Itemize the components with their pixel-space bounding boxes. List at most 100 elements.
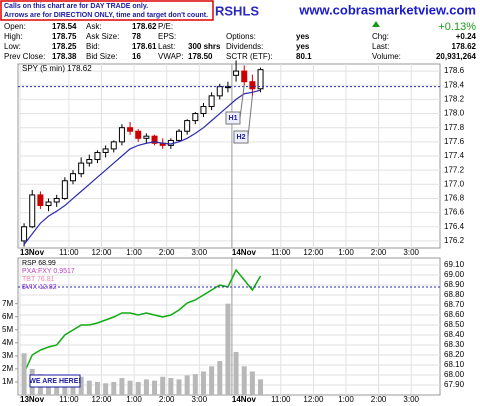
x-tick-label: 13Nov bbox=[20, 395, 45, 404]
candle-body bbox=[78, 162, 85, 175]
y-tick-label: 178.6 bbox=[444, 66, 465, 75]
candle-body bbox=[110, 141, 117, 150]
quote-label: Ask: bbox=[86, 22, 102, 31]
volume-bar bbox=[103, 383, 109, 395]
candle-body bbox=[257, 69, 264, 90]
x-tick-label: 12:00 bbox=[303, 248, 324, 257]
quote-label: Dividends: bbox=[226, 42, 263, 51]
candle-body bbox=[53, 197, 60, 203]
y2-tick-label: 68.10 bbox=[444, 360, 465, 369]
y-tick-label: 6M bbox=[2, 312, 13, 321]
candle-body bbox=[233, 70, 240, 76]
y2-tick-label: 68.60 bbox=[444, 310, 465, 319]
volume-bar bbox=[94, 381, 100, 395]
x-tick-label: 3:00 bbox=[192, 248, 208, 257]
y-tick-label: 3M bbox=[2, 351, 13, 360]
annotation: WE ARE HERE! bbox=[29, 378, 80, 385]
x-tick-label: 2:00 bbox=[159, 395, 175, 404]
x-tick-label: 1:00 bbox=[126, 248, 142, 257]
y2-tick-label: 68.80 bbox=[444, 290, 465, 299]
volume-bar bbox=[241, 366, 247, 395]
x-tick-label: 14Nov bbox=[232, 395, 257, 404]
y-tick-label: 178.2 bbox=[444, 94, 465, 103]
volume-bar bbox=[192, 374, 198, 395]
x-tick-label: 3:00 bbox=[192, 395, 208, 404]
quote-value: 78 bbox=[132, 32, 141, 41]
x-tick-label: 14Nov bbox=[232, 248, 257, 257]
y-tick-label: 176.8 bbox=[444, 194, 465, 203]
y-tick-label: 176.2 bbox=[444, 236, 465, 245]
y-tick-label: 5M bbox=[2, 325, 13, 334]
quote-value: 178.61 bbox=[132, 42, 157, 51]
candle-body bbox=[200, 105, 207, 115]
quote-label: SCTR (ETF): bbox=[226, 52, 273, 61]
annotation: H1 bbox=[229, 115, 238, 122]
legend: $VIX 12.82 bbox=[22, 284, 57, 291]
candle-body bbox=[208, 95, 215, 107]
quote-label: Last: bbox=[158, 42, 175, 51]
x-tick-label: 3:00 bbox=[403, 395, 419, 404]
y2-tick-label: 69.10 bbox=[444, 260, 465, 269]
volume-bar bbox=[225, 303, 231, 395]
volume-bar bbox=[143, 379, 149, 395]
change-pct: +0.13% bbox=[438, 21, 476, 33]
y2-tick-label: 68.30 bbox=[444, 340, 465, 349]
quote-value: 178.25 bbox=[52, 42, 77, 51]
y2-tick-label: 68.40 bbox=[444, 330, 465, 339]
candle-body bbox=[118, 127, 125, 143]
volume-bar bbox=[258, 379, 264, 395]
volume-bar bbox=[217, 361, 223, 395]
quote-label: Low: bbox=[4, 42, 21, 51]
moving-average bbox=[23, 89, 261, 245]
quote-value: yes bbox=[296, 42, 310, 51]
quote-label: VWAP: bbox=[158, 52, 183, 61]
quote-label: Chg: bbox=[372, 32, 389, 41]
y-tick-label: 2M bbox=[2, 364, 13, 373]
annotation-pointer bbox=[239, 85, 245, 119]
x-tick-label: 11:00 bbox=[59, 395, 79, 404]
volume-bar bbox=[86, 380, 92, 395]
site: www.cobrasmarketview.com bbox=[298, 2, 476, 17]
x-tick-label: 11:00 bbox=[271, 395, 291, 404]
quote-value: 178.54 bbox=[52, 22, 77, 31]
x-tick-label: 1:00 bbox=[338, 395, 354, 404]
quote-value: 300 shrs bbox=[188, 42, 221, 51]
y2-tick-label: 67.90 bbox=[444, 380, 465, 389]
quote-value: 20,931,264 bbox=[436, 52, 477, 61]
quote-label: Bid: bbox=[86, 42, 100, 51]
candle-body bbox=[45, 201, 52, 207]
candle-body bbox=[29, 194, 36, 228]
quote-label: Volume: bbox=[372, 52, 401, 61]
candle-body bbox=[86, 159, 93, 164]
y-tick-label: 177.8 bbox=[444, 123, 465, 132]
volume-bar bbox=[249, 371, 255, 395]
quote-label: Bid Size: bbox=[86, 52, 118, 61]
x-tick-label: 2:00 bbox=[159, 248, 175, 257]
volume-bar bbox=[200, 371, 206, 395]
quote-value: 178.38 bbox=[52, 52, 77, 61]
notice-line: Arrows are for DIRECTION ONLY, time and … bbox=[4, 12, 208, 19]
y-tick-label: 4M bbox=[2, 338, 13, 347]
legend: RSP 68.99 bbox=[22, 260, 56, 267]
quote-label: EPS: bbox=[158, 32, 176, 41]
volume-bar bbox=[168, 378, 174, 395]
volume-bar bbox=[78, 376, 84, 395]
y2-tick-label: 68.70 bbox=[444, 300, 465, 309]
y-tick-label: 178.4 bbox=[444, 80, 465, 89]
volume-bar bbox=[111, 381, 117, 395]
x-tick-label: 12:00 bbox=[91, 248, 112, 257]
candle-body bbox=[61, 180, 68, 199]
volume-bar bbox=[152, 380, 158, 395]
y-tick-label: 177.0 bbox=[444, 179, 465, 188]
annotation-pointer bbox=[247, 95, 253, 138]
volume-bar bbox=[176, 379, 182, 395]
x-tick-label: 2:00 bbox=[371, 248, 387, 257]
quote-label: High: bbox=[4, 32, 23, 41]
candle-body bbox=[21, 226, 28, 242]
quote-label: Open: bbox=[4, 22, 26, 31]
candle-body bbox=[37, 194, 44, 207]
y-tick-label: 177.4 bbox=[444, 151, 465, 160]
quote-value: 178.62 bbox=[132, 22, 157, 31]
